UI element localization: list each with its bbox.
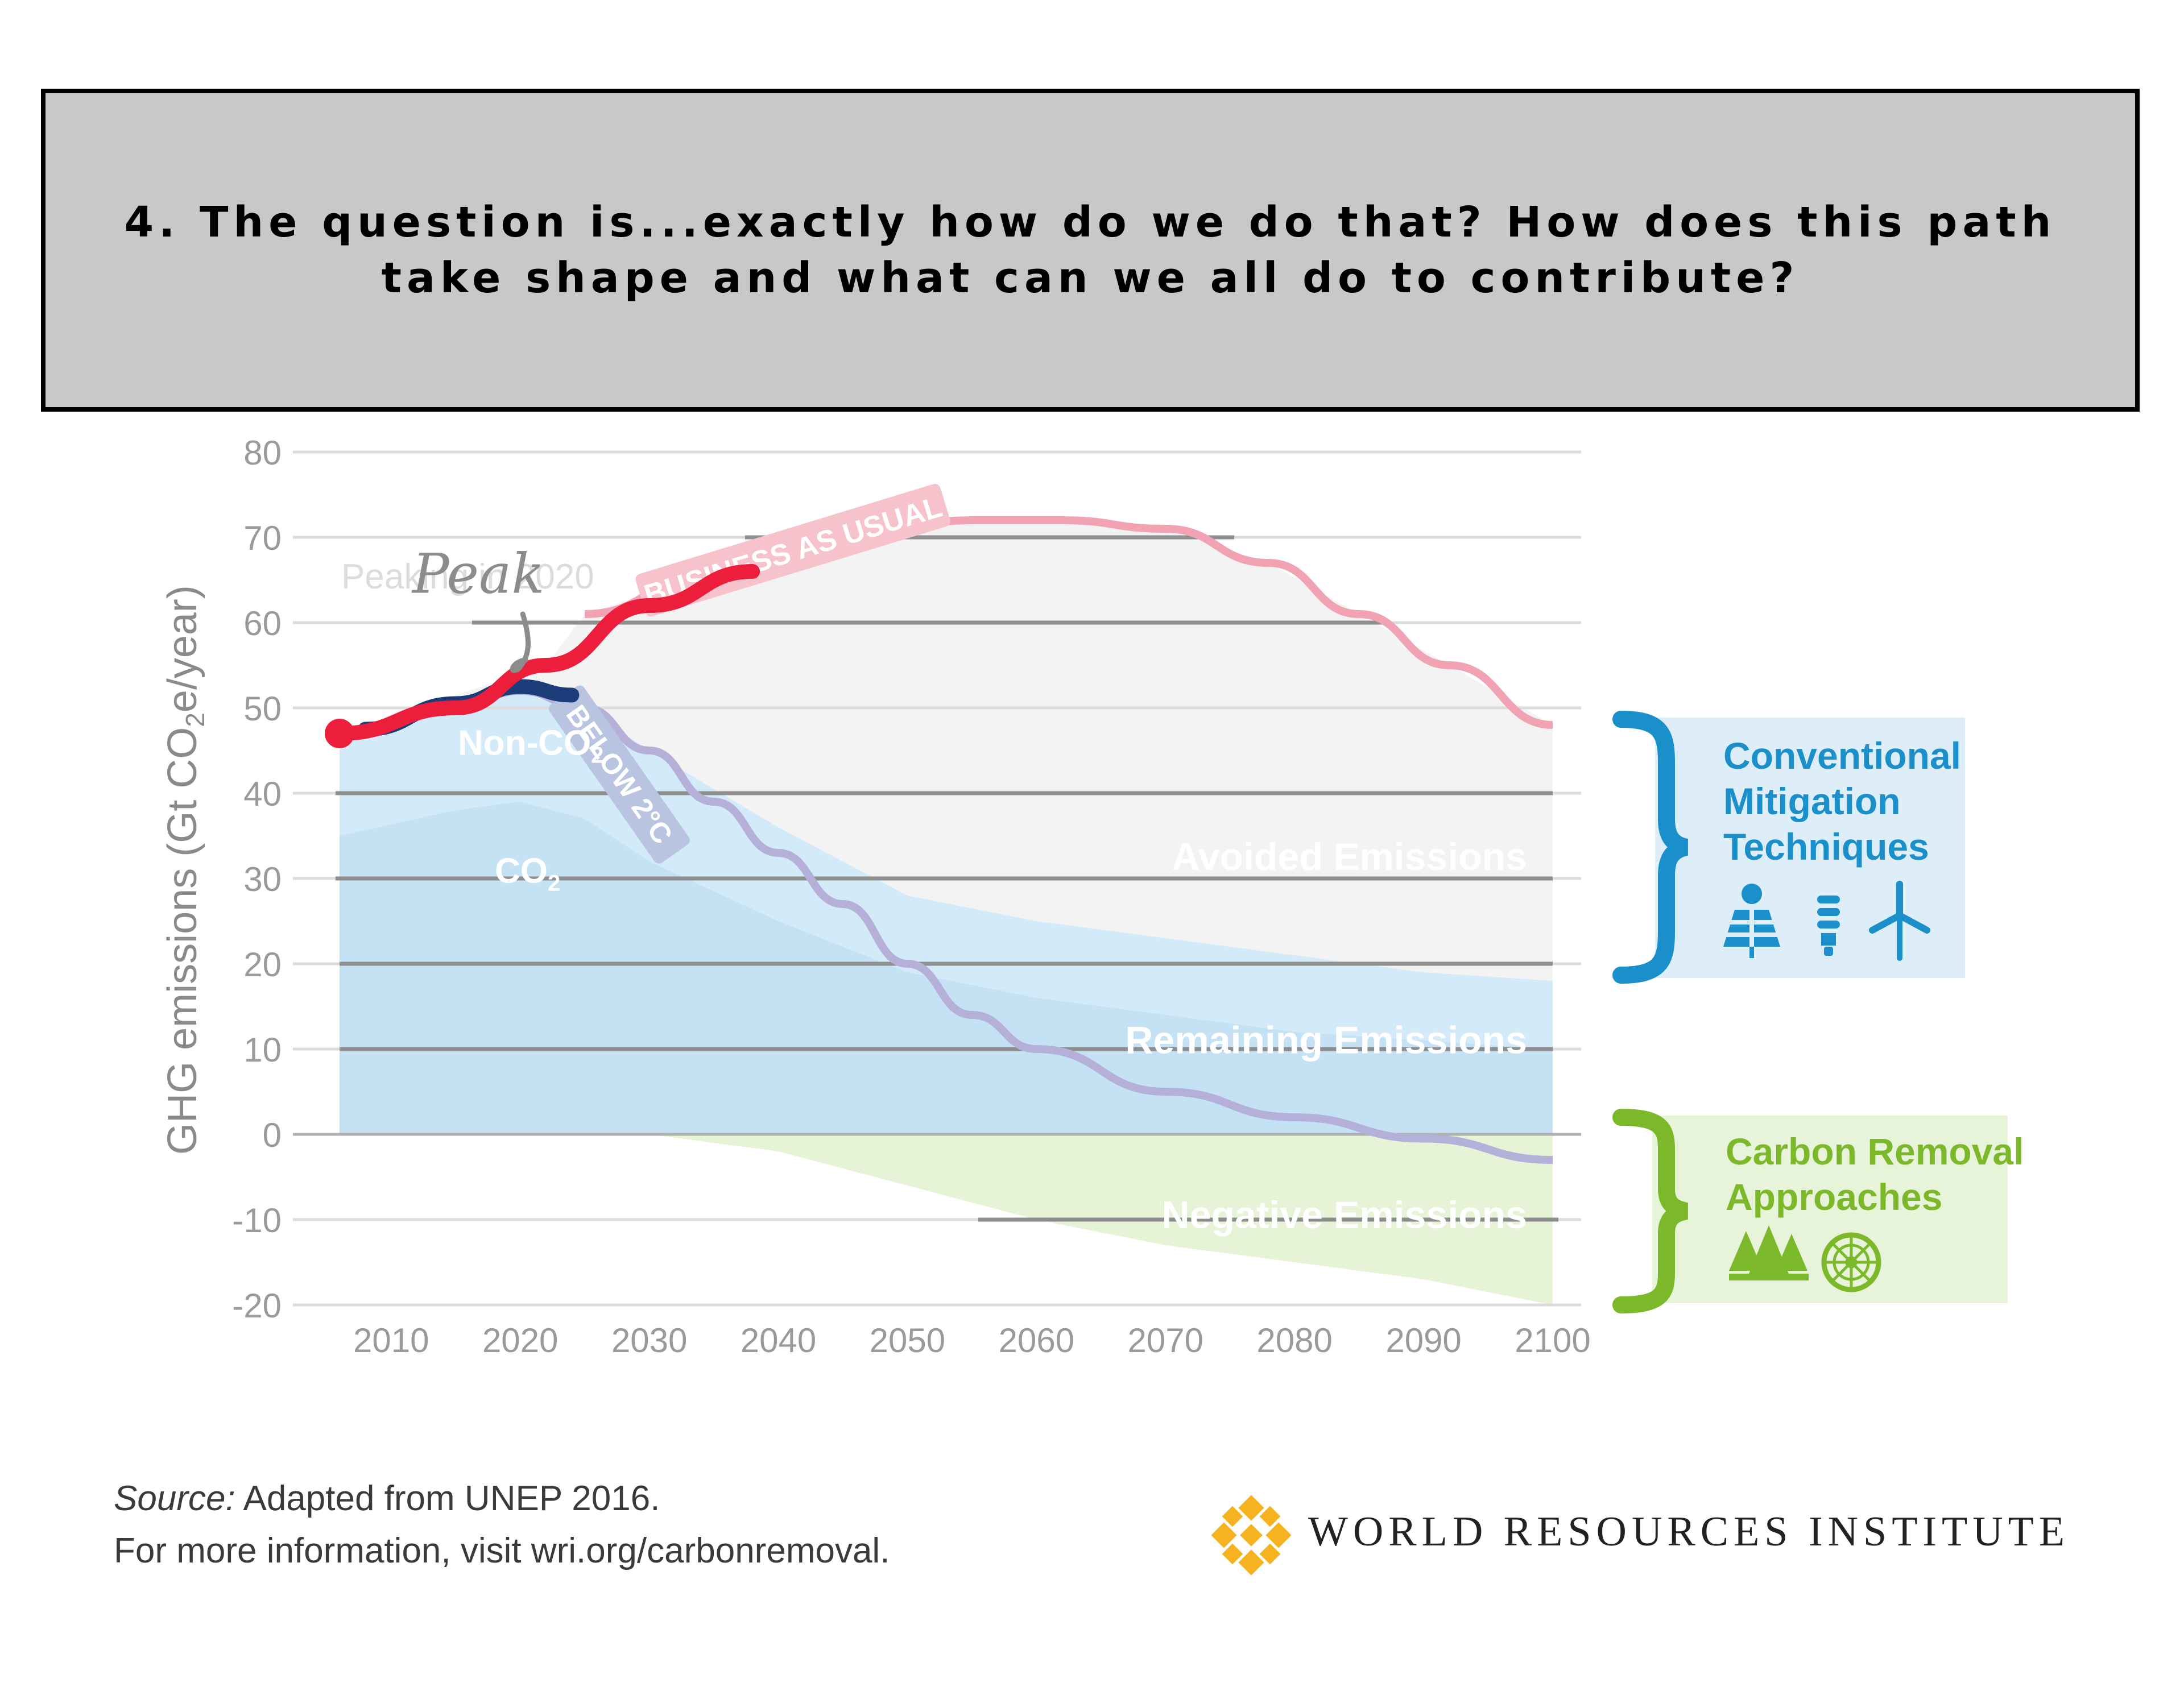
lightbulb-icon <box>1817 896 1840 956</box>
biomass-icon <box>1821 1232 1881 1292</box>
y-tick-label: -10 <box>232 1201 282 1240</box>
more-info-line: For more information, visit wri.org/carb… <box>114 1531 890 1570</box>
y-tick-label: 60 <box>243 604 282 643</box>
y-tick-label: 20 <box>243 946 282 984</box>
solar-panel-icon <box>1723 884 1780 958</box>
wri-logo-icon <box>1211 1495 1291 1575</box>
avoided-emissions-label: Avoided Emissions <box>1172 835 1527 878</box>
grid-layer <box>293 450 1581 1307</box>
x-tick-label: 2020 <box>482 1321 558 1359</box>
y-tick-label: 50 <box>243 690 282 728</box>
y-axis-title: GHG emissions (Gt CO2e/year) <box>160 585 210 1155</box>
handwritten-red-dot <box>325 719 354 748</box>
y-tick-label: 80 <box>243 434 282 472</box>
question-text: 4. The question is...exactly how do we d… <box>124 198 2057 302</box>
org-name: WORLD RESOURCES INSTITUTE <box>1308 1508 2070 1555</box>
x-tick-label: 2010 <box>353 1321 429 1359</box>
x-tick-label: 2070 <box>1128 1321 1203 1359</box>
source-text: Adapted from UNEP 2016. <box>235 1479 660 1518</box>
y-tick-label: 0 <box>263 1116 282 1154</box>
x-tick-label: 2090 <box>1385 1321 1461 1359</box>
y-tick-label: 10 <box>243 1031 282 1069</box>
remaining-emissions-label: Remaining Emissions <box>1125 1019 1527 1062</box>
negative-emissions-label: Negative Emissions <box>1162 1193 1527 1237</box>
carbon-removal-line-2: Approaches <box>1726 1176 1942 1218</box>
conventional-line-1: Conventional <box>1723 735 1961 777</box>
wind-turbine-icon <box>1869 881 1930 961</box>
avoided-emissions-area <box>340 520 1553 981</box>
conventional-brace <box>1612 711 1689 984</box>
legend-panels: Conventional Mitigation Techniques <box>1612 711 2024 1313</box>
y-tick-label: 40 <box>243 775 282 813</box>
carbon-removal-line-1: Carbon Removal <box>1726 1130 2024 1172</box>
x-tick-label: 2100 <box>1515 1321 1590 1359</box>
conventional-panel <box>1655 718 1965 978</box>
handwritten-peak-note: Peak <box>411 542 545 606</box>
y-axis-title-subscript: 2 <box>180 712 210 727</box>
co2-subscript: 2 <box>548 871 560 896</box>
source-label: Source: <box>114 1479 235 1518</box>
carbon-removal-brace <box>1612 1109 1689 1313</box>
trees-icon <box>1729 1225 1809 1280</box>
non-co2-subscript: 2 <box>591 743 603 768</box>
conventional-line-3: Techniques <box>1723 826 1929 868</box>
x-tick-label: 2040 <box>741 1321 816 1359</box>
x-tick-label: 2030 <box>611 1321 687 1359</box>
peaking-label: Peaking in 2020 <box>341 557 594 596</box>
x-tick-label: 2060 <box>999 1321 1074 1359</box>
handwritten-red-line <box>332 564 760 741</box>
below-2c-tag-background <box>549 685 690 864</box>
y-tick-label: -20 <box>232 1287 282 1325</box>
handwritten-arrow <box>510 611 531 673</box>
x-tick-label: 2080 <box>1256 1321 1332 1359</box>
source-line: Source: Adapted from UNEP 2016. <box>114 1473 890 1525</box>
x-tick-label: 2050 <box>870 1321 945 1359</box>
y-tick-label: 70 <box>243 519 282 557</box>
co2-area <box>340 802 1553 1134</box>
source-note: Source: Adapted from UNEP 2016. For more… <box>114 1473 890 1577</box>
handwriting-layer: Peak <box>325 542 760 748</box>
y-tick-label: 30 <box>243 860 282 898</box>
carbon-removal-panel <box>1652 1116 2008 1303</box>
area-layer <box>340 520 1553 1305</box>
question-box: 4. The question is...exactly how do we d… <box>41 89 2140 412</box>
non-co2-label: Non-CO2 <box>458 724 603 768</box>
conventional-line-2: Mitigation <box>1723 780 1901 822</box>
